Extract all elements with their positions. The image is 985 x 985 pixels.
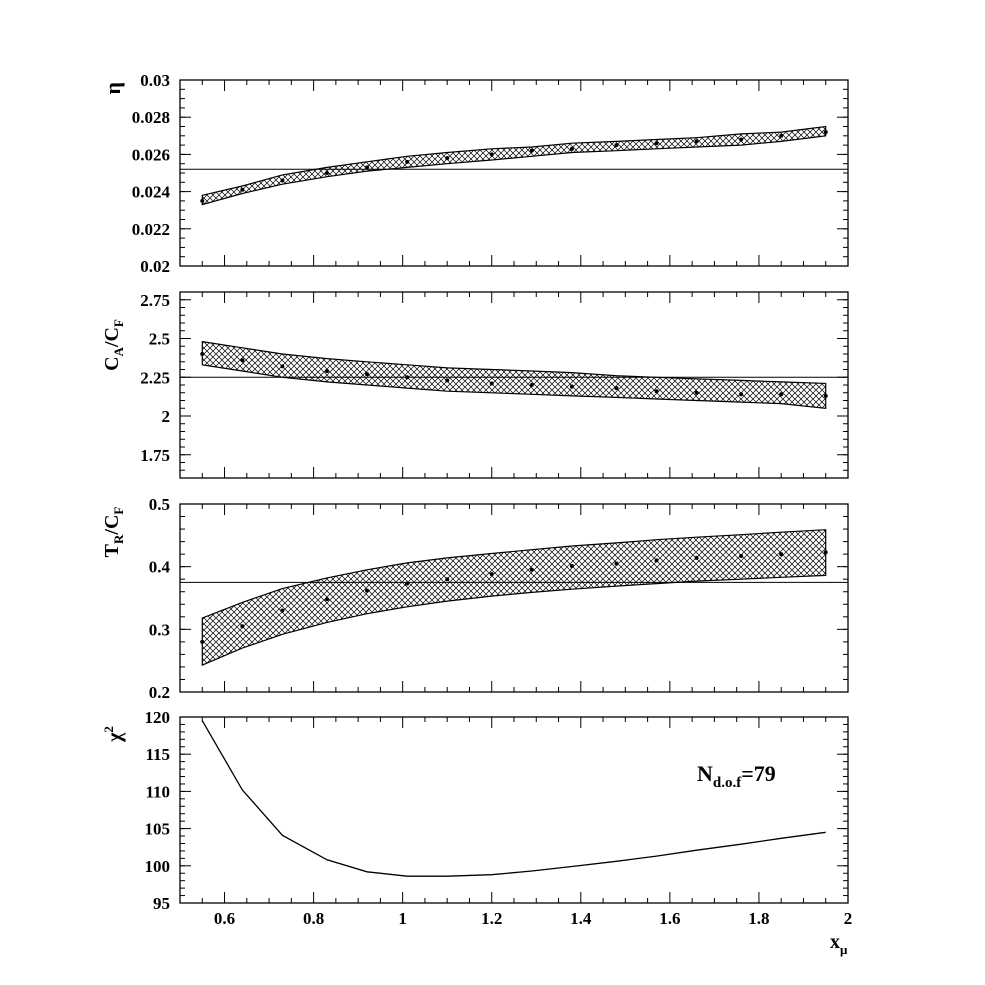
data-point [739, 554, 744, 559]
data-point [614, 143, 619, 148]
x-tick-label: 2 [844, 909, 853, 928]
chi2-axis-label: χ2 [101, 726, 126, 743]
x-axis-label: xμ [830, 931, 848, 957]
x-tick-label: 0.8 [303, 909, 324, 928]
tr-cf-axis-label: TR/CF [101, 507, 126, 558]
data-point [200, 198, 205, 203]
y-tick-label: 110 [145, 782, 170, 801]
data-point [654, 389, 659, 394]
data-point [365, 372, 370, 377]
chi2-panel: 95 100 105 110 115 120 0.6 0.8 1 1.2 1.4 1.6 1.8 2 [145, 708, 853, 928]
data-point [405, 159, 410, 164]
eta-axis-label: η [100, 82, 125, 95]
data-point [240, 187, 245, 192]
ca-cf-axis-label: CA/CF [101, 319, 126, 371]
data-point [280, 608, 285, 613]
chi2-curve [201, 720, 826, 877]
x-tick-label: 1.2 [481, 909, 502, 928]
data-point [405, 375, 410, 380]
data-point [779, 392, 784, 397]
eta-panel: 0.02 0.022 0.024 0.026 0.028 0.03 [132, 71, 849, 276]
y-tick-label: 0.03 [140, 71, 170, 90]
panel-frame [179, 79, 849, 267]
x-tick-label: 1.4 [570, 909, 592, 928]
y-tick-label: 115 [145, 745, 170, 764]
y-tick-label: 0.02 [140, 257, 170, 276]
data-point [569, 384, 574, 389]
data-point [529, 567, 534, 572]
data-point [324, 171, 329, 175]
uncertainty-band [201, 529, 827, 667]
data-point [200, 352, 205, 356]
tr-cf-panel: 0.2 0.3 0.4 0.5 [149, 495, 849, 702]
y-tick-label: 0.3 [149, 620, 170, 639]
y-tick-label: 0.4 [149, 558, 171, 577]
data-point [365, 588, 370, 593]
y-tick-label: 2.25 [140, 368, 170, 387]
x-tick-label: 1.8 [748, 909, 769, 928]
data-point [614, 386, 619, 391]
data-point [280, 364, 285, 369]
data-point [654, 558, 659, 563]
x-tick-label: 1 [398, 909, 407, 928]
data-point [240, 358, 245, 363]
data-point [779, 133, 784, 138]
data-point [569, 564, 574, 569]
data-point [445, 577, 450, 582]
data-point [614, 561, 619, 566]
data-point [654, 141, 659, 146]
data-point [739, 392, 744, 397]
x-tick-label: 0.6 [214, 909, 235, 928]
data-point [280, 178, 285, 183]
y-tick-label: 2 [162, 407, 171, 426]
y-tick-label: 105 [145, 820, 171, 839]
data-point [200, 639, 205, 644]
data-point [445, 156, 450, 161]
data-point [823, 393, 828, 398]
data-point [240, 624, 245, 629]
data-point [489, 152, 494, 157]
data-point [365, 165, 370, 170]
data-point [489, 381, 494, 386]
y-tick-label: 0.5 [149, 495, 170, 514]
y-tick-label: 2.75 [140, 291, 170, 310]
y-tick-label: 2.5 [149, 330, 170, 349]
y-tick-label: 0.026 [132, 145, 170, 164]
data-point [405, 581, 410, 586]
data-point [569, 146, 574, 151]
y-tick-label: 0.028 [132, 108, 170, 127]
uncertainty-band [201, 125, 827, 206]
uncertainty-band [201, 340, 827, 409]
data-point [529, 383, 534, 387]
y-tick-label: 100 [145, 857, 171, 876]
data-point [739, 137, 744, 142]
y-tick-label: 0.022 [132, 220, 170, 239]
data-point [489, 572, 494, 577]
y-tick-label: 120 [145, 708, 171, 727]
data-point [823, 130, 828, 135]
y-tick-label: 1.75 [140, 446, 170, 465]
data-point [529, 148, 534, 153]
data-point [694, 139, 699, 144]
ca-cf-panel: 1.75 2 2.25 2.5 2.75 [140, 291, 849, 479]
data-point [324, 597, 329, 602]
x-tick-label: 1.6 [659, 909, 680, 928]
data-point [694, 390, 699, 395]
y-tick-label: 0.2 [149, 683, 170, 702]
data-point [445, 378, 450, 383]
data-point [694, 555, 699, 560]
data-point [823, 550, 828, 555]
data-point [779, 552, 784, 557]
y-tick-label: 0.024 [132, 183, 171, 202]
ndof-annotation: Nd.o.f=79 [697, 761, 776, 791]
data-point [324, 369, 329, 374]
y-tick-label: 95 [153, 894, 170, 913]
panel-frame [179, 716, 849, 904]
